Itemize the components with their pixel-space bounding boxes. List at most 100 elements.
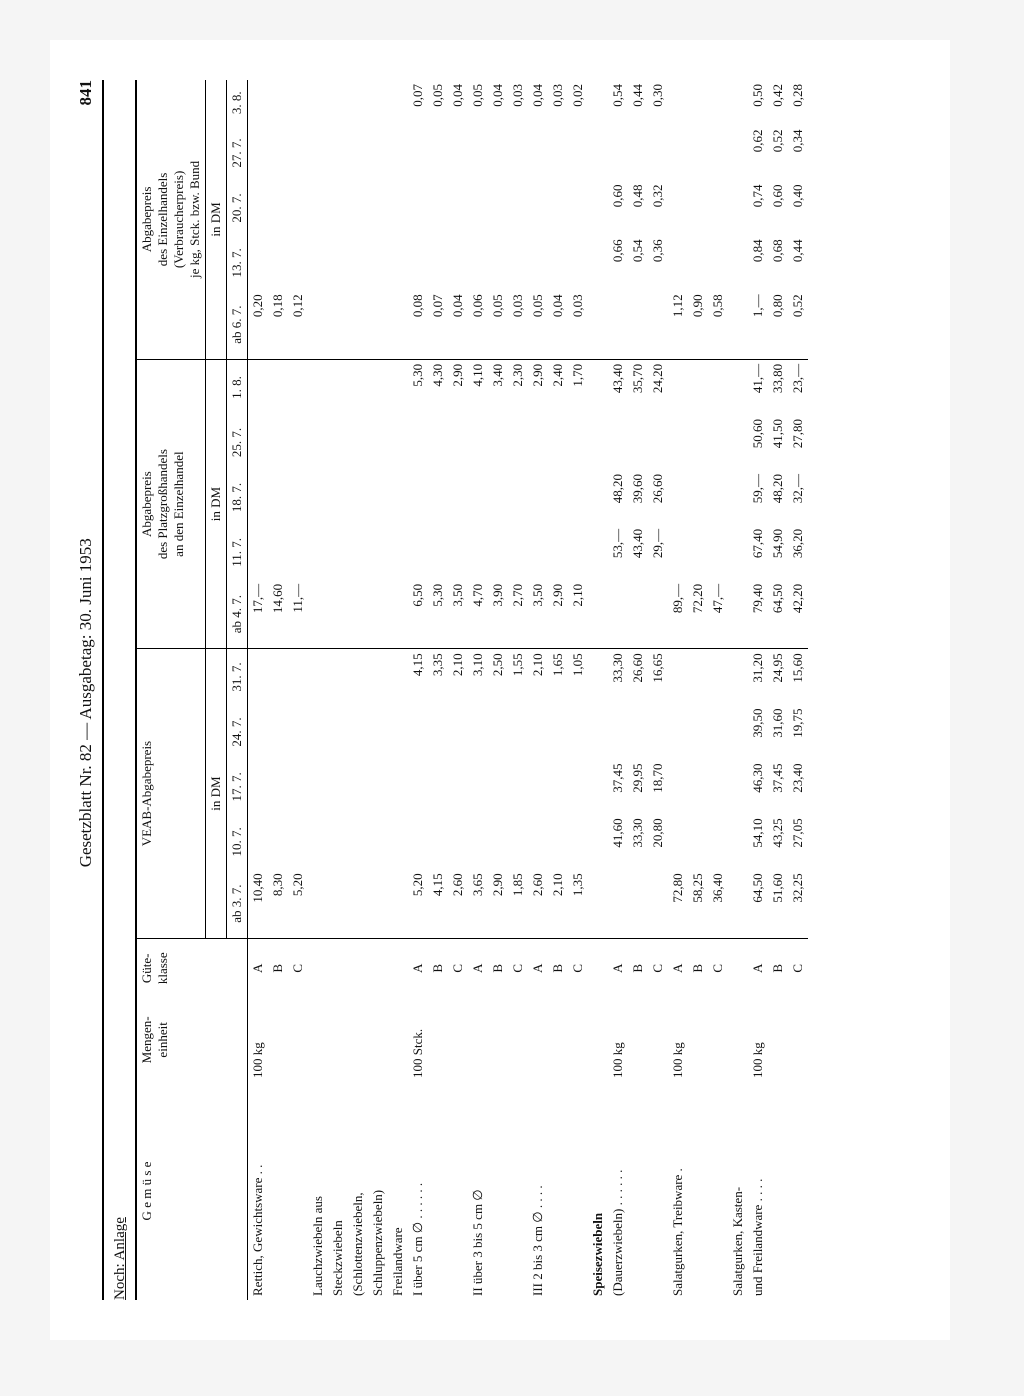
cell-value: [288, 649, 308, 705]
row-unit: [708, 998, 728, 1082]
row-name: [448, 1082, 468, 1300]
row-name: Salatgurken, Treibware .: [668, 1082, 688, 1300]
cell-value: [288, 80, 308, 126]
cell-value: [348, 180, 368, 235]
cell-value: 0,68: [768, 235, 788, 290]
row-unit: [528, 998, 548, 1082]
cell-value: [588, 649, 608, 705]
cell-value: 0,04: [448, 80, 468, 126]
cell-value: [588, 290, 608, 359]
cell-value: [708, 359, 728, 415]
cell-value: 19,75: [788, 705, 808, 760]
cell-value: [308, 80, 328, 126]
cell-value: 1,65: [548, 649, 568, 705]
cell-value: 3,40: [488, 359, 508, 415]
table-row: Steckzwiebeln: [328, 80, 348, 1300]
cell-value: 4,15: [408, 649, 428, 705]
cell-value: [328, 415, 348, 470]
cell-value: [648, 705, 668, 760]
th-veab: VEAB-Abgabepreis: [136, 649, 206, 938]
cell-value: [588, 235, 608, 290]
row-name: [428, 1082, 448, 1300]
cell-value: 5,30: [408, 359, 428, 415]
table-row: II über 3 bis 5 cm ∅A3,653,104,704,100,0…: [468, 80, 488, 1300]
cell-value: [248, 470, 269, 525]
row-unit: [368, 998, 388, 1082]
row-unit: [328, 998, 348, 1082]
cell-value: [348, 649, 368, 705]
cell-value: [328, 290, 348, 359]
row-unit: [688, 998, 708, 1082]
cell-value: [548, 235, 568, 290]
cell-value: [368, 126, 388, 181]
cell-value: [668, 180, 688, 235]
cell-value: [348, 580, 368, 649]
row-grade: [368, 938, 388, 997]
cell-value: [528, 235, 548, 290]
th-einzel-dm: in DM: [206, 80, 227, 359]
cell-value: [328, 649, 348, 705]
cell-value: [268, 359, 288, 415]
cell-value: 0,62: [748, 126, 768, 181]
cell-value: [428, 705, 448, 760]
cell-value: [388, 180, 408, 235]
cell-value: 64,50: [748, 869, 768, 938]
table-row: I über 5 cm ∅ . . . . . .100 Stck.A5,204…: [408, 80, 428, 1300]
cell-value: [268, 415, 288, 470]
cell-value: [248, 759, 269, 814]
table-row: C1,351,052,101,700,030,02: [568, 80, 588, 1300]
cell-value: [468, 235, 488, 290]
cell-value: [708, 235, 728, 290]
cell-value: [568, 525, 588, 580]
table-row: III 2 bis 3 cm ∅ . . . .A2,602,103,502,9…: [528, 80, 548, 1300]
cell-value: 11,—: [288, 580, 308, 649]
cell-value: [248, 415, 269, 470]
cell-value: [388, 126, 408, 181]
cell-value: [448, 470, 468, 525]
row-unit: [268, 998, 288, 1082]
row-name: Salatgurken, Kasten-: [728, 1082, 748, 1300]
row-name: Lauchzwiebeln aus: [308, 1082, 328, 1300]
cell-value: 35,70: [628, 359, 648, 415]
cell-value: [368, 359, 388, 415]
cell-value: [628, 580, 648, 649]
page-number: 841: [76, 80, 96, 106]
th-platz-d4: 1. 8.: [227, 359, 248, 415]
row-name: [688, 1082, 708, 1300]
cell-value: [608, 705, 628, 760]
cell-value: 0,08: [408, 290, 428, 359]
cell-value: [668, 525, 688, 580]
cell-value: [608, 415, 628, 470]
row-name: Speisezwiebeln: [588, 1082, 608, 1300]
row-grade: [348, 938, 368, 997]
cell-value: 24,95: [768, 649, 788, 705]
cell-value: [488, 470, 508, 525]
cell-value: 48,20: [768, 470, 788, 525]
table-row: B33,3029,9526,6043,4039,6035,700,540,480…: [628, 80, 648, 1300]
table-row: Freilandware: [388, 80, 408, 1300]
cell-value: [328, 869, 348, 938]
row-unit: [508, 998, 528, 1082]
row-unit: [488, 998, 508, 1082]
cell-value: [288, 525, 308, 580]
row-unit: [428, 998, 448, 1082]
cell-value: [588, 415, 608, 470]
cell-value: 0,04: [488, 80, 508, 126]
cell-value: [568, 759, 588, 814]
row-grade: C: [788, 938, 808, 997]
cell-value: 0,54: [628, 235, 648, 290]
row-name: und Freilandware . . . .: [748, 1082, 768, 1300]
cell-value: [348, 359, 368, 415]
cell-value: [288, 470, 308, 525]
cell-value: [248, 235, 269, 290]
cell-value: [528, 470, 548, 525]
cell-value: [648, 290, 668, 359]
cell-value: [708, 180, 728, 235]
cell-value: 53,—: [608, 525, 628, 580]
cell-value: [648, 415, 668, 470]
th-platz-d1: 11. 7.: [227, 525, 248, 580]
cell-value: 41,—: [748, 359, 768, 415]
cell-value: [468, 759, 488, 814]
cell-value: 0,90: [688, 290, 708, 359]
cell-value: [708, 759, 728, 814]
